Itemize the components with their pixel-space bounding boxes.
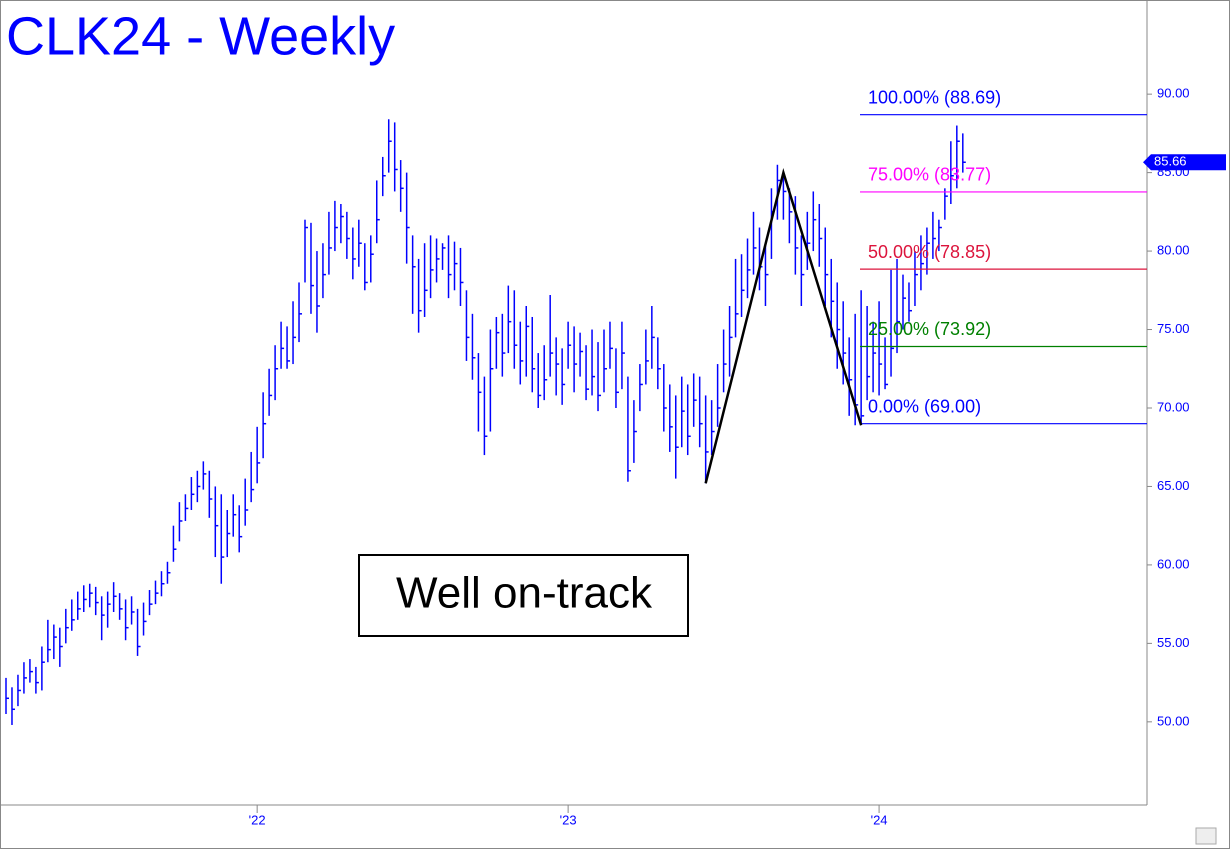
y-tick-label: 70.00 xyxy=(1157,399,1190,414)
y-tick-label: 55.00 xyxy=(1157,635,1190,650)
chart-title: CLK24 - Weekly xyxy=(6,6,395,66)
fib-label: 100.00% (88.69) xyxy=(868,87,1001,107)
y-tick-label: 50.00 xyxy=(1157,713,1190,728)
x-tick-label: '23 xyxy=(560,812,577,827)
y-tick-label: 90.00 xyxy=(1157,86,1190,101)
x-tick-label: '22 xyxy=(249,812,266,827)
y-tick-label: 75.00 xyxy=(1157,321,1190,336)
fib-label: 50.00% (78.85) xyxy=(868,242,991,262)
y-tick-label: 65.00 xyxy=(1157,478,1190,493)
price-tag-label: 85.66 xyxy=(1154,154,1187,169)
y-tick-label: 80.00 xyxy=(1157,243,1190,258)
pattern-line xyxy=(704,167,863,484)
fib-label: 75.00% (83.77) xyxy=(868,165,991,185)
y-tick-label: 60.00 xyxy=(1157,556,1190,571)
annotation: Well on-track xyxy=(396,569,653,618)
price-tag xyxy=(1143,154,1226,171)
fib-label: 0.00% (69.00) xyxy=(868,396,981,416)
fib-label: 25.00% (73.92) xyxy=(868,319,991,339)
annotation-box xyxy=(358,554,689,637)
scroll-button[interactable] xyxy=(1195,827,1217,845)
x-tick-label: '24 xyxy=(871,812,888,827)
